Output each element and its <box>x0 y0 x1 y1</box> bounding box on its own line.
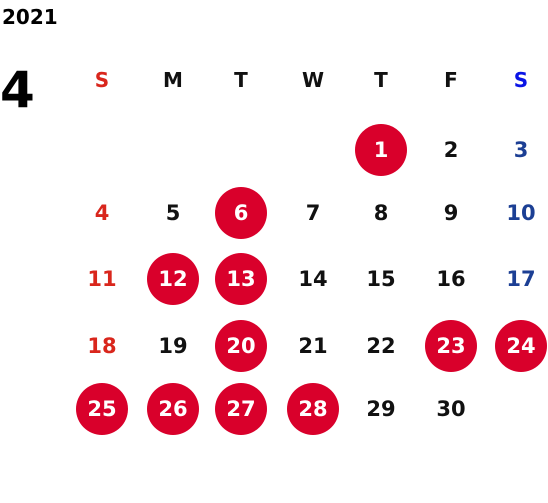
day-number: 9 <box>444 201 459 225</box>
marked-day <box>287 383 339 435</box>
marked-day <box>215 187 267 239</box>
marked-day <box>215 320 267 372</box>
weekday-label: S <box>514 68 528 92</box>
weekday-label: M <box>163 68 183 92</box>
day-number: 22 <box>366 334 395 358</box>
marked-day <box>425 320 477 372</box>
day-number: 19 <box>158 334 187 358</box>
day-number: 20 <box>226 334 255 358</box>
day-number: 6 <box>234 201 249 225</box>
marked-day <box>215 383 267 435</box>
day-number: 14 <box>298 267 327 291</box>
marked-day <box>495 320 547 372</box>
day-number: 28 <box>298 397 327 421</box>
marked-day <box>76 383 128 435</box>
day-number: 13 <box>226 267 255 291</box>
day-number: 25 <box>87 397 116 421</box>
day-number: 16 <box>436 267 465 291</box>
marked-day <box>355 124 407 176</box>
weekday-label: T <box>374 68 388 92</box>
day-number: 18 <box>87 334 116 358</box>
weekday-label: W <box>302 68 324 92</box>
weekday-label: S <box>95 68 109 92</box>
day-number: 4 <box>95 201 110 225</box>
day-number: 21 <box>298 334 327 358</box>
day-number: 10 <box>506 201 535 225</box>
day-number: 30 <box>436 397 465 421</box>
year: 2021 <box>2 5 58 29</box>
month: 4 <box>0 61 35 119</box>
day-number: 15 <box>366 267 395 291</box>
weekday-label: T <box>234 68 248 92</box>
day-number: 11 <box>87 267 116 291</box>
day-number: 24 <box>506 334 535 358</box>
day-number: 23 <box>436 334 465 358</box>
day-number: 3 <box>514 138 529 162</box>
day-number: 29 <box>366 397 395 421</box>
day-number: 7 <box>306 201 321 225</box>
day-number: 27 <box>226 397 255 421</box>
day-number: 26 <box>158 397 187 421</box>
marked-day <box>147 383 199 435</box>
day-number: 5 <box>166 201 181 225</box>
day-number: 8 <box>374 201 389 225</box>
day-number: 12 <box>158 267 187 291</box>
day-number: 17 <box>506 267 535 291</box>
weekday-label: F <box>444 68 458 92</box>
day-number: 2 <box>444 138 459 162</box>
day-number: 1 <box>374 138 389 162</box>
marked-day <box>147 253 199 305</box>
marked-day <box>215 253 267 305</box>
